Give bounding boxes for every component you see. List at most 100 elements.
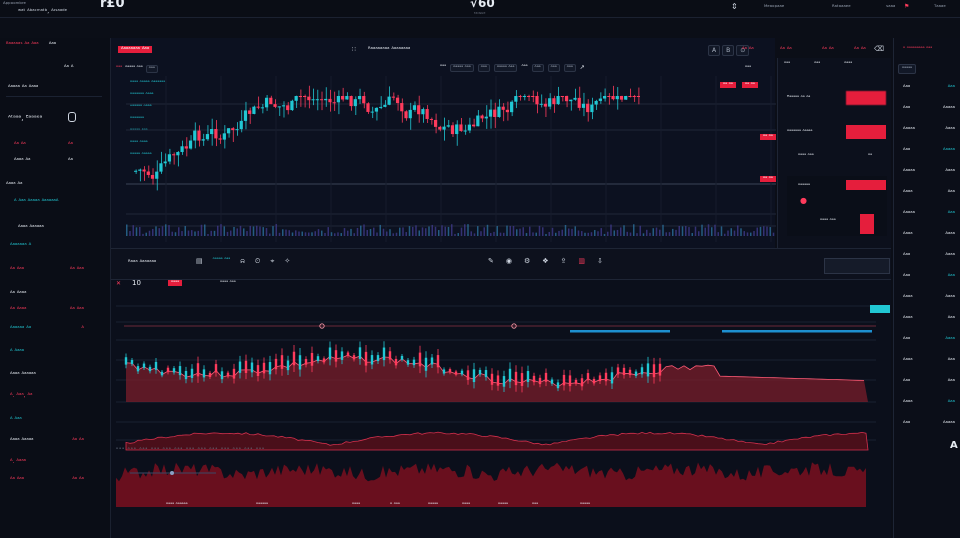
volume-bar <box>636 233 638 236</box>
right-list-value: ᴬᵃᵃᵃ <box>945 252 955 259</box>
volume-bar <box>148 230 151 236</box>
right-list-item[interactable]: ᴬᵃᵃᵃᵃ ᴬᵃᵃ <box>903 210 955 217</box>
mid-toolbar-input[interactable] <box>824 258 890 274</box>
volume-bar <box>678 225 680 236</box>
left-row[interactable]: ᴬᵃ ᴬᵃᵃᵃ ᴬᵃ ᴬᵃᵃ <box>10 306 88 313</box>
toolbar-r-3[interactable]: ᴬᵃᵃᵃᵃ ᴬᵃᵃ <box>493 64 518 72</box>
toolbar-cursor-icon[interactable]: ↗ <box>579 64 585 71</box>
toolbar-r-0[interactable]: ᴬᵃᵃ <box>440 64 447 70</box>
gear-icon[interactable]: ⚙ <box>523 257 531 265</box>
toolbar-r-1[interactable]: ᴬᵃᵃᵃᵃ ᴬᵃᵃ <box>450 64 474 72</box>
right-list-item[interactable]: ᴬᵃᵃᵃ ᴬᵃᵃ <box>903 189 955 196</box>
right-list-item[interactable]: ᴬᵃᵃ ᴬᵃᵃ <box>903 378 955 385</box>
right-list-item[interactable]: ᴬᵃᵃᵃ ᴬᵃᵃᵃ <box>903 231 955 238</box>
order-detail-tag[interactable] <box>846 180 886 190</box>
candle-body <box>476 115 480 127</box>
volume-bar <box>129 230 131 236</box>
left-row[interactable]: ᴬ. ᴬᵃᵃᵃ <box>10 458 88 465</box>
bookmark-icon[interactable]: ❖ <box>542 257 549 265</box>
volume-area <box>116 462 866 507</box>
right-list-item[interactable]: ᴬᵃᵃ ᴬᵃᵃ <box>903 273 955 280</box>
right-list-item[interactable]: ᴬᵃᵃᵃᵃ ᴬᵃᵃᵃ <box>903 126 955 133</box>
order-tab-1[interactable]: ᴬᵃᵃ <box>814 61 821 67</box>
menu-item-1[interactable]: ᴿᵃᵗᵃᵃᵃᵉᵉ <box>832 4 851 11</box>
share-icon[interactable]: ⇪ <box>560 257 567 265</box>
left-row[interactable]: ᴬᵃᵃᵃ ᴬᵃᵃᵃᵃ ᴬᵃ ᴬᵃ <box>10 437 88 444</box>
mid-toolbar-val[interactable]: ᴬᵃᵃᵃᵃ ᴬᵃᵃ <box>212 257 231 263</box>
toolbar-tag[interactable]: ᴬᵃᵃ <box>116 65 123 71</box>
right-list-item[interactable]: ᴬᵃᵃ ᴬᵃᵃᵃᵃ <box>903 147 955 154</box>
toolbar-r-5[interactable]: ᴬᵃᵃ <box>531 64 544 72</box>
right-list-item[interactable]: ᴬᵃᵃᵃ ᴬᵃᵃ <box>903 315 955 322</box>
menu-item-3[interactable]: ᵀᵃᵃᵃᵉ <box>934 4 946 11</box>
volume-bar <box>220 224 222 236</box>
volume-bar <box>577 230 580 236</box>
toolbar-r-7[interactable]: ᴬᵃᵃ <box>563 64 576 72</box>
candle-body <box>286 105 290 111</box>
calendar-icon[interactable]: ▤ <box>196 257 203 265</box>
candlestick-chart[interactable] <box>126 76 776 242</box>
order-sell-button[interactable] <box>846 91 886 105</box>
menu-item-0[interactable]: ᴹᵉᵃᵒᵖᵃᵃᵉ <box>764 4 785 11</box>
layout-icon[interactable]: ▥ <box>578 257 586 265</box>
chart-tab-red[interactable]: ᴬᵃᵃᵃᵃᵃᵃᵃ ᴬᵃᵃ <box>118 46 153 53</box>
right-list-item[interactable]: ᴬᵃᵃ ᴬᵃᵃᵃ <box>903 336 955 343</box>
pen-icon[interactable]: ✎ <box>488 257 494 265</box>
right-list-item[interactable]: ᴬᵃᵃ ᴬᵃᵃᵃᵃ <box>903 105 955 112</box>
trash-icon[interactable]: ⌫ <box>874 45 884 53</box>
volume-bar <box>415 225 417 236</box>
toolbar-r-4[interactable]: ᴬᵃᵃ <box>521 64 528 70</box>
lower-close-icon[interactable]: ✕ <box>116 280 122 287</box>
lower-tab-num[interactable]: 10 <box>132 279 141 287</box>
left-row[interactable]: ᴬ ᴬᵃᵃ <box>10 416 88 423</box>
left-row[interactable]: ᴬᵃᵃᵃᵃᵃ ᴬᵃ ᴬ <box>10 325 88 332</box>
area-chart[interactable] <box>116 292 892 538</box>
right-list-item[interactable]: ᴬᵃᵃ ᴬᵃᵃᵃᵃ <box>903 420 955 427</box>
toolbar-item-1[interactable]: ᴬᵃᵃᵃᵃ ᴬᵃᵃ <box>125 65 143 71</box>
bell-icon[interactable]: ⍾ <box>240 257 245 265</box>
window-btn-b[interactable]: B <box>722 45 735 56</box>
right-list-label: ᴬᵃᵃᵃ <box>903 357 913 364</box>
order-tab-0[interactable]: ᴬᵃᵃ <box>784 61 791 67</box>
right-list-item[interactable]: ᴬᵃᵃ ᴬᵃᵃᵃ <box>903 252 955 259</box>
right-list-item[interactable]: ᴬᵃᵃᵃ ᴬᵃᵃ <box>903 357 955 364</box>
left-row[interactable]: ᴬᵃ ᴬᵃᵃᵃ <box>10 290 88 297</box>
order-tab-2[interactable]: ᴬᵃᵃᵃ <box>844 61 853 67</box>
order-buy-button[interactable] <box>846 125 886 139</box>
left-row[interactable]: ᴬᵃᵃᵃ ᴬᵃᵃᵃᵃᵃ <box>10 371 88 378</box>
left-row[interactable]: ᴬᵃ ᴬᵃᵃ ᴬᵃ ᴬᵃ <box>10 476 88 483</box>
candle-body <box>408 109 412 119</box>
candle-body <box>514 371 518 386</box>
left-row[interactable]: ᴬ. ᴬᵃᵃ, ᴬᵃ <box>10 392 88 399</box>
window-btn-zoom[interactable]: ⊙ <box>736 45 750 56</box>
chart-price-tag-c: ᴬᵃ ᴬᵃ <box>760 134 776 140</box>
left-row[interactable]: ᴬ ᴬᵃᵃᵃ <box>10 348 88 355</box>
left-row[interactable]: ᴬᵃ ᴬᵃᵃ ᴬᵃ ᴬᵃᵃ <box>10 266 88 273</box>
cursor-icon[interactable]: ⌖ <box>270 257 275 265</box>
indicator-marker <box>319 323 325 329</box>
toolbar-r-2[interactable]: ᴬᵃᵃ <box>477 64 490 72</box>
menu-item-2[interactable]: ˢᵃᵃᵃ <box>886 4 896 11</box>
volume-bar <box>454 233 456 236</box>
candle-body <box>467 124 471 131</box>
candle-body <box>634 371 638 376</box>
settings-icon[interactable]: ✧ <box>284 257 291 265</box>
lower-cyan-tag[interactable] <box>870 305 890 313</box>
download-icon[interactable]: ⇩ <box>597 257 603 265</box>
right-list-item[interactable]: ᴬᵃᵃᵃᵃ ᴬᵃᵃᵃ <box>903 168 955 175</box>
chart-price-tag-b: ᴬᵃ ᴬᵃ <box>742 82 758 88</box>
lower-tab-red[interactable]: ᴬᵃᵃᵃ <box>168 280 183 286</box>
swap-icon[interactable]: ⇕ <box>731 2 738 11</box>
right-list-item[interactable]: ᴬᵃᵃ ᴬᵃᵃ <box>903 84 955 91</box>
eye-icon[interactable]: ◉ <box>505 257 512 265</box>
toolbar-r-6[interactable]: ᴬᵃᵃ <box>547 64 560 72</box>
toolbar-item-2[interactable]: ᴬᵃᵃ <box>145 65 158 73</box>
right-list-item[interactable]: ᴬᵃᵃᵃ ᴬᵃᵃᵃ <box>903 294 955 301</box>
volume-bar <box>165 224 167 236</box>
right-list-item[interactable]: ᴬᵃᵃᵃ ᴬᵃᵃ <box>903 399 955 406</box>
window-btn-a[interactable]: A <box>708 45 721 56</box>
clock-icon[interactable]: ⏲ <box>254 257 261 265</box>
right-tab[interactable]: ᴬᵃᵃᵃᵃ <box>898 64 916 74</box>
lock-icon[interactable] <box>68 112 76 122</box>
left-row[interactable]: ᴬᵃᵃᵃᵃᵃᵃ ᴬ <box>10 242 88 249</box>
